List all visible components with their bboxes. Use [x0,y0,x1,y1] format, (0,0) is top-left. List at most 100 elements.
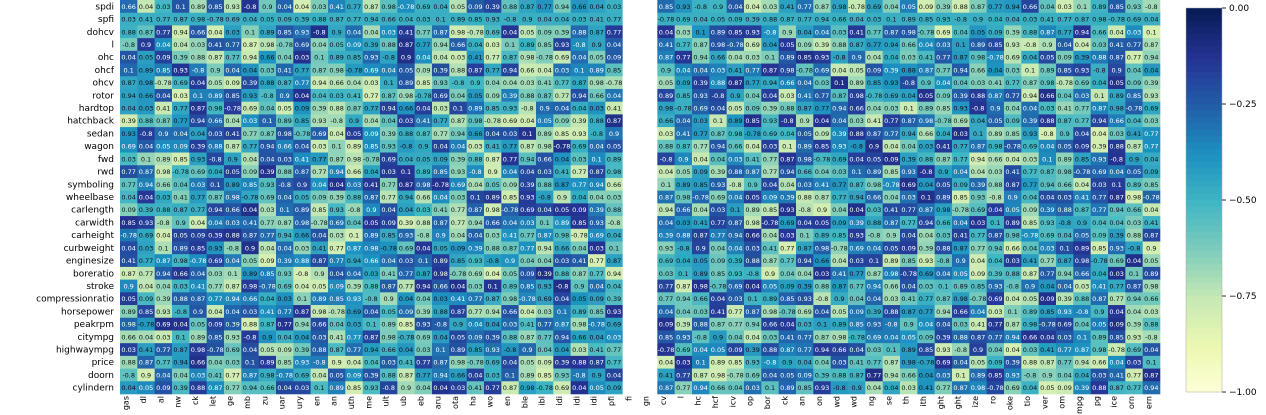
cell-annotation: 0.03 [260,66,274,74]
cell-annotation: -0.8 [122,41,135,49]
heatmap-cell [640,152,658,166]
cell-annotation: 0.05 [520,359,534,367]
cell-annotation: 0.89 [312,295,326,303]
cell-annotation: 0.03 [884,295,898,303]
cell-annotation: 0.03 [1092,181,1106,189]
cell-annotation: 0.39 [295,16,309,24]
cell-annotation: 0.66 [1092,359,1106,367]
cell-annotation: 0.1 [141,155,151,163]
cell-annotation: 0.87 [589,168,603,176]
cell-annotation: 0.69 [1005,384,1019,392]
cell-annotation: 0.89 [347,143,361,151]
heatmap-cell [536,0,554,14]
cell-annotation: 0.94 [693,384,707,392]
heatmap-cell [1021,25,1039,39]
cell-annotation: 0.1 [453,105,463,113]
cell-annotation: 0.9 [1042,371,1052,379]
cell-annotation: 0.9 [522,16,532,24]
cell-annotation: -0.8 [330,117,343,125]
heatmap-cell [640,279,658,293]
cell-annotation: 0.04 [260,295,274,303]
cell-annotation: -0.78 [744,130,761,138]
cell-annotation: 0.04 [156,92,170,100]
column-label: om [1058,396,1067,409]
cell-annotation: 0.98 [173,257,187,265]
cell-annotation: 0.03 [589,105,603,113]
row-label: fwd [98,155,114,165]
cell-annotation: 0.39 [815,371,829,379]
cell-annotation: 0.88 [191,54,205,62]
colorbar-segment [1186,315,1222,323]
cell-annotation: 0.04 [711,295,725,303]
cell-annotation: 0.04 [364,359,378,367]
cell-annotation: 0.85 [988,371,1002,379]
cell-annotation: 0.09 [381,219,395,227]
cell-annotation: 0.03 [173,92,187,100]
cell-annotation: 0.69 [312,130,326,138]
heatmap-cell [744,25,762,39]
cell-annotation: 0.66 [173,270,187,278]
cell-annotation: 0.39 [1057,295,1071,303]
cell-annotation: 0.41 [139,346,153,354]
cell-annotation: 0.87 [780,155,794,163]
cell-annotation: 0.04 [867,295,881,303]
cell-annotation: 0.41 [416,117,430,125]
cell-annotation: 0.94 [1109,206,1123,214]
cell-annotation: 0.66 [416,194,430,202]
cell-annotation: 0.39 [953,92,967,100]
cell-annotation: 0.09 [156,384,170,392]
cell-annotation: 0.98 [815,244,829,252]
cell-annotation: 0.04 [572,244,586,252]
cell-annotation: 0.89 [1109,92,1123,100]
cell-annotation: 0.85 [763,206,777,214]
heatmap-cell [726,0,745,14]
cell-annotation: 0.85 [1040,308,1054,316]
cell-annotation: 0.87 [381,92,395,100]
cell-annotation: 0.04 [832,206,846,214]
cell-annotation: 0.66 [659,117,673,125]
cell-annotation: 0.05 [555,206,569,214]
colorbar-segment [1186,212,1222,220]
cell-annotation: 0.03 [485,232,499,240]
heatmap-cell [640,190,658,204]
cell-annotation: 0.39 [1144,79,1158,87]
cell-annotation: 0.69 [208,257,222,265]
cell-annotation: 0.94 [728,232,742,240]
cell-annotation: 0.41 [399,359,413,367]
cell-annotation: 0.87 [225,143,239,151]
heatmap-cell [172,25,190,39]
cell-annotation: 0.93 [589,219,603,227]
cell-annotation: 0.87 [1040,28,1054,36]
cell-annotation: 0.04 [884,3,898,11]
cell-annotation: 0.9 [1025,282,1035,290]
heatmap-cell [588,0,606,14]
cell-annotation: 0.85 [1109,3,1123,11]
cell-annotation: 0.05 [139,384,153,392]
cell-annotation: 0.88 [468,155,482,163]
cell-annotation: 0.87 [1057,117,1071,125]
row-label: hardtop [79,104,115,114]
heatmap-cell [206,12,225,26]
row-label: carheight [71,231,114,241]
cell-annotation: 0.87 [988,232,1002,240]
cell-annotation: 0.66 [763,321,777,329]
cell-annotation: 0.9 [765,270,775,278]
cell-annotation: 0.9 [401,384,411,392]
cell-annotation: 0.93 [1005,41,1019,49]
cell-annotation: -0.78 [502,206,519,214]
cell-annotation: 0.04 [381,66,395,74]
cell-annotation: 0.39 [503,92,517,100]
cell-annotation: 0.03 [1057,194,1071,202]
heatmap-cell [865,0,883,14]
cell-annotation: 0.04 [503,79,517,87]
cell-annotation: 0.39 [225,321,239,329]
cell-annotation: 0.04 [173,321,187,329]
heatmap-cell [1073,12,1091,26]
cell-annotation: 0.05 [659,79,673,87]
colorbar-segment [1186,136,1222,143]
cell-annotation: 0.04 [988,257,1002,265]
cell-annotation: 0.04 [1023,54,1037,62]
cell-annotation: 0.93 [485,16,499,24]
cell-annotation: 0.04 [572,54,586,62]
heatmap-cell [622,368,641,382]
